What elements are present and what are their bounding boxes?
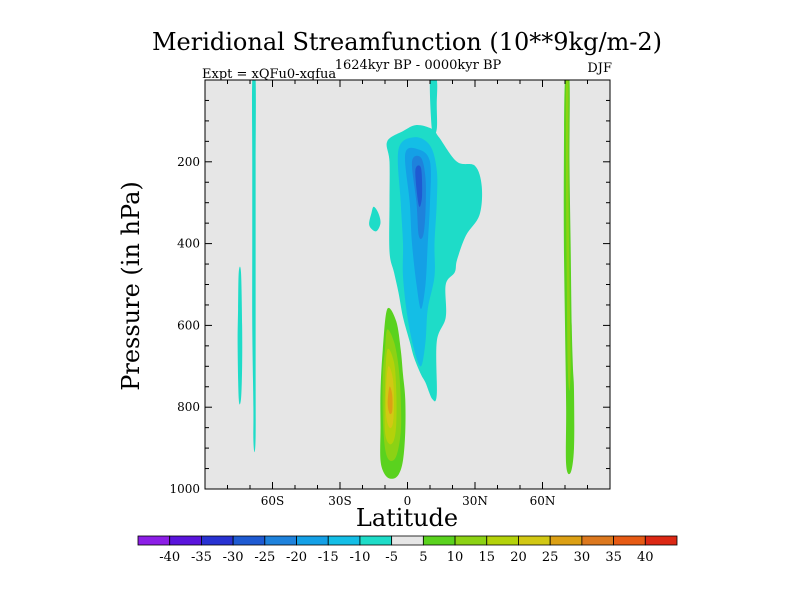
- y-tick-label: 800: [177, 400, 200, 414]
- x-tick-label: 30S: [328, 494, 352, 508]
- contour-sh-polar-jet-negative-outer: [237, 266, 243, 405]
- left-subtitle: Expt = xQFu0-xqfua: [202, 67, 336, 82]
- colorbar-box: [137, 535, 171, 546]
- colorbar-label: 40: [637, 550, 654, 565]
- colorbar-label: -40: [159, 550, 180, 565]
- right-subtitle: DJF: [587, 61, 612, 76]
- colorbar-label: -15: [318, 550, 339, 565]
- colorbar-box: [264, 535, 297, 546]
- contour-layer: [205, 80, 610, 489]
- colorbar-label: -5: [385, 550, 398, 565]
- colorbar-label: 20: [510, 550, 527, 565]
- contour-upper-tropical-pillar: [429, 80, 438, 137]
- colorbar-label: -35: [191, 550, 212, 565]
- colorbar-box: [644, 535, 678, 546]
- y-tick-label: 600: [177, 318, 200, 332]
- colorbar-box: [391, 535, 424, 546]
- chart-title: Meridional Streamfunction (10**9kg/m-2): [152, 28, 662, 56]
- x-tick-label: 60S: [261, 494, 285, 508]
- y-tick-label: 400: [177, 237, 200, 251]
- colorbar-box: [201, 535, 234, 546]
- colorbar-box: [549, 535, 583, 546]
- colorbar-label: -20: [286, 550, 307, 565]
- colorbar-box: [296, 535, 329, 546]
- colorbar-box: [422, 535, 456, 546]
- contour-tropical-upper-cell-minus-25: [415, 165, 423, 207]
- colorbar-label: 15: [478, 550, 495, 565]
- colorbar-label: 5: [419, 550, 427, 565]
- colorbar-label: 10: [447, 550, 464, 565]
- colorbar-label: -10: [349, 550, 370, 565]
- center-subtitle: 1624kyr BP - 0000kyr BP: [335, 58, 502, 73]
- colorbar-label: -25: [254, 550, 275, 565]
- colorbar-box: [232, 535, 266, 546]
- colorbar-label: -30: [223, 550, 244, 565]
- contour-fills: [237, 80, 575, 479]
- colorbar-box: [169, 535, 202, 546]
- y-axis-label: Pressure (in hPa): [117, 181, 145, 391]
- y-tick-label: 1000: [169, 482, 200, 496]
- colorbar-box: [327, 535, 361, 546]
- colorbar-box: [454, 535, 488, 546]
- colorbar-box: [486, 535, 519, 546]
- colorbar-box: [359, 535, 393, 546]
- x-tick-label: 60N: [530, 494, 556, 508]
- colorbar: -40 -35 -30 -25 -20 -15 -10 -5 5 10 15 20 25 30 35 40: [137, 535, 678, 565]
- colorbar-box: [613, 535, 646, 546]
- x-axis-label: Latitude: [356, 504, 458, 532]
- colorbar-label: 35: [605, 550, 622, 565]
- colorbar-label: 25: [542, 550, 559, 565]
- contour-small-negative-blob: [369, 206, 381, 232]
- contour-lower-tropical-cell-25: [387, 386, 393, 415]
- x-tick-label: 0: [404, 494, 412, 508]
- contour-sh-polar-jet-negative: [252, 80, 256, 453]
- contour-nh-polar-positive-10: [565, 80, 571, 391]
- x-tick-label: 30N: [462, 494, 488, 508]
- colorbar-box: [581, 535, 614, 546]
- y-tick-label: 200: [177, 155, 200, 169]
- colorbar-box: [518, 535, 551, 546]
- axes-layer: 60S 30S 0 30N 60N 200 400 600 800 1000: [169, 79, 611, 508]
- colorbar-label: 30: [574, 550, 591, 565]
